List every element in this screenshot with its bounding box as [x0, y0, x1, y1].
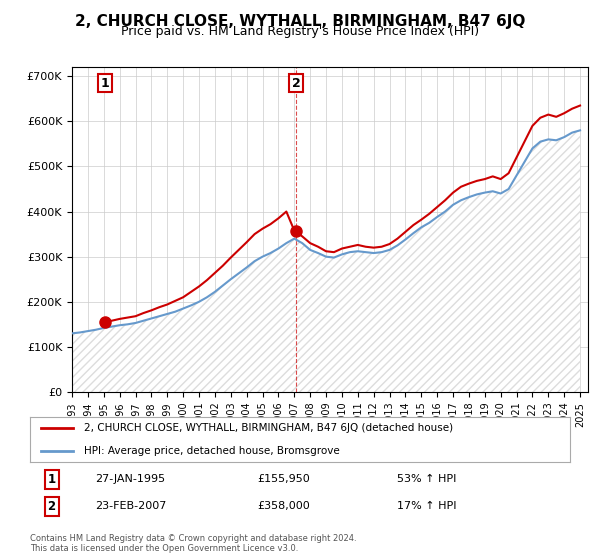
Text: 17% ↑ HPI: 17% ↑ HPI — [397, 501, 457, 511]
Text: Contains HM Land Registry data © Crown copyright and database right 2024.
This d: Contains HM Land Registry data © Crown c… — [30, 534, 356, 553]
Text: 2, CHURCH CLOSE, WYTHALL, BIRMINGHAM, B47 6JQ: 2, CHURCH CLOSE, WYTHALL, BIRMINGHAM, B4… — [75, 14, 525, 29]
Text: £155,950: £155,950 — [257, 474, 310, 484]
Text: 23-FEB-2007: 23-FEB-2007 — [95, 501, 166, 511]
Text: 53% ↑ HPI: 53% ↑ HPI — [397, 474, 457, 484]
Text: 2: 2 — [292, 77, 301, 90]
Text: £358,000: £358,000 — [257, 501, 310, 511]
Text: Price paid vs. HM Land Registry's House Price Index (HPI): Price paid vs. HM Land Registry's House … — [121, 25, 479, 38]
Text: 27-JAN-1995: 27-JAN-1995 — [95, 474, 165, 484]
Text: 2, CHURCH CLOSE, WYTHALL, BIRMINGHAM, B47 6JQ (detached house): 2, CHURCH CLOSE, WYTHALL, BIRMINGHAM, B4… — [84, 423, 453, 433]
Text: 1: 1 — [100, 77, 109, 90]
Text: HPI: Average price, detached house, Bromsgrove: HPI: Average price, detached house, Brom… — [84, 446, 340, 456]
Text: 2: 2 — [47, 500, 56, 513]
Text: 1: 1 — [47, 473, 56, 486]
